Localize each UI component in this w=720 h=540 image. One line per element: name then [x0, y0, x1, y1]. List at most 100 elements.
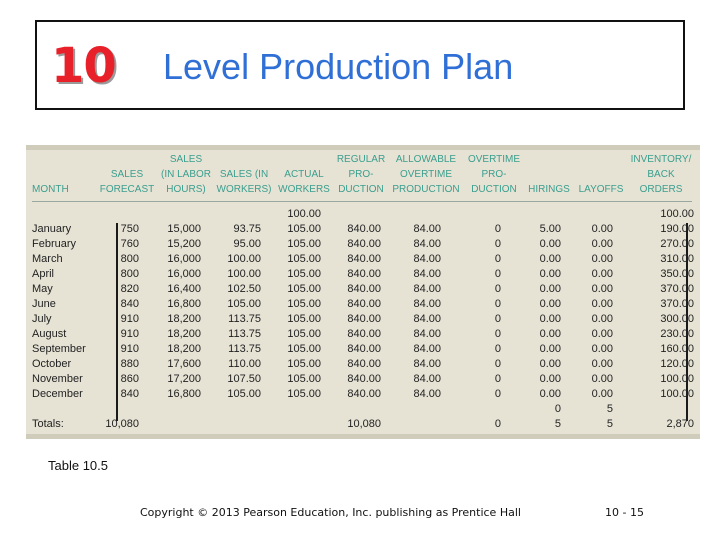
table-row-overtime-production: 0: [494, 253, 501, 265]
table-row-sales-forecast: 860: [120, 373, 139, 385]
table-row-sales-labor-hours: 15,200: [167, 238, 201, 250]
table-row-overtime-production: 0: [494, 328, 501, 340]
copyright-footer: Copyright © 2013 Pearson Education, Inc.…: [140, 506, 521, 519]
header-inventory-back-orders: INVENTORY/ BACK ORDERS: [630, 154, 692, 195]
table-row-sales-forecast: 840: [120, 388, 139, 400]
table-row-allowable-overtime: 84.00: [413, 298, 441, 310]
table-row-inventory-back-orders: 370.00: [660, 298, 694, 310]
table-row-sales-forecast: 800: [120, 268, 139, 280]
table-row-sales-workers: 113.75: [228, 313, 261, 325]
table-row-overtime-production: 0: [494, 268, 501, 280]
table-row-layoffs: 0.00: [591, 223, 613, 235]
table-row-month: June: [32, 298, 56, 310]
table-row-layoffs: 0.00: [591, 373, 613, 385]
table-row-sales-labor-hours: 16,800: [167, 388, 201, 400]
table-row-sales-workers: 100.00: [227, 253, 261, 265]
table-row-sales-labor-hours: 15,000: [167, 223, 201, 235]
table-row-inventory-back-orders: 190.00: [660, 223, 694, 235]
table-row-actual-workers: 105.00: [287, 223, 321, 235]
table-row-sales-labor-hours: 18,200: [167, 328, 201, 340]
table-row-allowable-overtime: 84.00: [413, 313, 441, 325]
header-actual-workers: ACTUAL WORKERS: [278, 169, 330, 195]
table-bottom-bar: [26, 434, 700, 439]
table-row-overtime-production: 0: [494, 358, 501, 370]
table-row-inventory-back-orders: 350.00: [660, 268, 694, 280]
table-row-hirings: 0.00: [539, 328, 561, 340]
table-row-hirings: 0.00: [539, 238, 561, 250]
table-row-allowable-overtime: 84.00: [413, 373, 441, 385]
table-row-allowable-overtime: 84.00: [413, 223, 441, 235]
table-row-sales-forecast: 750: [120, 223, 139, 235]
table-row-overtime-production: 0: [494, 388, 501, 400]
table-row-hirings: 0.00: [539, 388, 561, 400]
table-row-layoffs: 0.00: [591, 238, 613, 250]
table-row-regular-production: 840.00: [347, 388, 381, 400]
header-rule: [32, 201, 692, 202]
table-row-hirings: 0.00: [539, 343, 561, 355]
table-row-regular-production: 840.00: [347, 358, 381, 370]
table-row-sales-labor-hours: 16,800: [167, 298, 201, 310]
totals-row-hirings: 5: [554, 418, 561, 430]
table-row-month: July: [32, 313, 52, 325]
table-row-sales-labor-hours: 17,200: [167, 373, 201, 385]
totals-row-regular-production: 10,080: [347, 418, 381, 430]
totals-row-inventory-back-orders: 2,870: [666, 418, 694, 430]
table-row-regular-production: 840.00: [347, 298, 381, 310]
left-column-rule: [116, 223, 118, 421]
table-row-sales-forecast: 880: [120, 358, 139, 370]
table-row-layoffs: 0.00: [591, 268, 613, 280]
totals-row-layoffs: 5: [606, 418, 613, 430]
table-caption: Table 10.5: [48, 458, 108, 473]
table-row-sales-workers: 95.00: [233, 238, 261, 250]
table-row-month: January: [32, 223, 72, 235]
table-row-sales-workers: 93.75: [233, 223, 261, 235]
title-box: 10 Level Production Plan: [35, 20, 685, 110]
table-row-month: February: [32, 238, 77, 250]
end-row-hirings: 0: [554, 403, 561, 415]
table-row-hirings: 0.00: [539, 313, 561, 325]
table-row-hirings: 0.00: [539, 268, 561, 280]
table-row-layoffs: 0.00: [591, 358, 613, 370]
header-overtime-production: OVERTIME PRO- DUCTION: [467, 154, 521, 195]
table-row-inventory-back-orders: 230.00: [660, 328, 694, 340]
table-row-hirings: 0.00: [539, 283, 561, 295]
table-row-actual-workers: 105.00: [287, 268, 321, 280]
end-row-layoffs: 5: [606, 403, 613, 415]
table-row-sales-workers: 113.75: [228, 343, 261, 355]
table-row-inventory-back-orders: 370.00: [660, 283, 694, 295]
table-row-layoffs: 0.00: [591, 253, 613, 265]
table-row-sales-labor-hours: 18,200: [167, 313, 201, 325]
chapter-number: 10: [51, 38, 117, 94]
table-row-overtime-production: 0: [494, 238, 501, 250]
header-allowable-overtime: ALLOWABLE OVERTIME PRODUCTION: [392, 154, 460, 195]
table-row-actual-workers: 105.00: [287, 238, 321, 250]
table-row-allowable-overtime: 84.00: [413, 253, 441, 265]
table-row-inventory-back-orders: 100.00: [660, 373, 694, 385]
table-row-inventory-back-orders: 120.00: [660, 358, 694, 370]
table-row-actual-workers: 105.00: [287, 373, 321, 385]
table-row-inventory-back-orders: 310.00: [660, 253, 694, 265]
table-row-hirings: 0.00: [539, 358, 561, 370]
table-row-actual-workers: 105.00: [287, 313, 321, 325]
table-row-sales-forecast: 800: [120, 253, 139, 265]
table-row-sales-workers: 110.00: [228, 358, 261, 370]
table-row-allowable-overtime: 84.00: [413, 328, 441, 340]
table-row-month: April: [32, 268, 55, 280]
table-row-hirings: 0.00: [539, 298, 561, 310]
table-row-sales-workers: 105.00: [227, 298, 261, 310]
initial-row-inventory-back-orders: 100.00: [660, 208, 694, 220]
totals-row-overtime-production: 0: [494, 418, 501, 430]
table-row-hirings: 0.00: [539, 373, 561, 385]
table-row-sales-forecast: 910: [120, 343, 139, 355]
table-row-sales-forecast: 820: [120, 283, 139, 295]
header-regular-production: REGULAR PRO- DUCTION: [336, 154, 386, 195]
table-row-month: May: [32, 283, 53, 295]
table-row-inventory-back-orders: 100.00: [660, 388, 694, 400]
table-row-hirings: 5.00: [539, 223, 561, 235]
table-row-sales-forecast: 760: [120, 238, 139, 250]
table-row-inventory-back-orders: 160.00: [660, 343, 694, 355]
table-row-allowable-overtime: 84.00: [413, 268, 441, 280]
table-row-allowable-overtime: 84.00: [413, 238, 441, 250]
table-row-actual-workers: 105.00: [287, 253, 321, 265]
table-row-actual-workers: 105.00: [287, 388, 321, 400]
